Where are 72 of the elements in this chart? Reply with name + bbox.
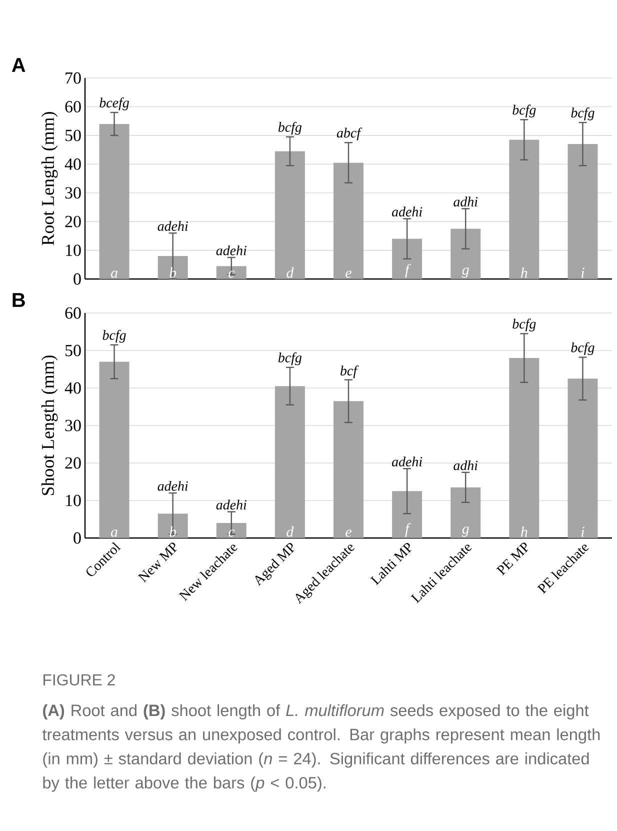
y-tick-label: 20 (65, 216, 81, 228)
annotation: h (520, 267, 528, 278)
bar (274, 151, 305, 280)
annotation: i (581, 268, 584, 278)
annotation: adehi (216, 245, 246, 256)
annotation: bcfg (278, 352, 302, 366)
annotation: adehi (216, 500, 246, 510)
annotation: adhi (454, 196, 478, 206)
bar (216, 266, 246, 280)
x-tick-label: PE MP (496, 542, 528, 576)
y-tick-label: 30 (65, 187, 81, 199)
y-tick-label: 70 (66, 72, 81, 84)
bar (333, 162, 364, 280)
y-tick-label: 40 (64, 382, 81, 394)
bar (568, 378, 598, 538)
y-axis-title: Root Length (mm) (41, 112, 58, 246)
annotation: abcf (336, 128, 362, 140)
y-tick-label: 30 (65, 420, 81, 432)
annotation: bcfg (571, 342, 594, 356)
y-tick-label: 50 (66, 130, 81, 142)
bar (568, 144, 598, 280)
y-tick-label: 20 (65, 457, 81, 469)
annotation: c (228, 530, 235, 537)
annotation: adhi (454, 460, 478, 470)
bar (99, 362, 130, 538)
y-tick-label: 10 (66, 494, 81, 506)
y-tick-label: 10 (66, 244, 81, 256)
annotation: i (581, 526, 584, 537)
y-tick-label: 60 (65, 307, 81, 319)
annotation: a (110, 270, 118, 278)
annotation: d (286, 267, 294, 278)
annotation: a (110, 530, 118, 537)
bar (450, 487, 481, 538)
annotation: bcfg (512, 318, 536, 332)
annotation: h (520, 526, 528, 537)
text: (A) Root and (B) shoot length of L. multiflorum seeds exposed to the eight treatments versus an unexposed control. Bar graphs represent mean length (in mm) ± standard deviation (n = 24). Significant differences are indicated by the letter above the bars (p < 0.05). (42, 704, 600, 792)
bar (392, 491, 422, 538)
y-tick-label: 40 (64, 158, 81, 170)
bar (333, 401, 364, 538)
bar (450, 228, 481, 280)
annotation: bcf (340, 366, 359, 378)
annotation: d (286, 526, 294, 537)
bar (509, 358, 540, 538)
annotation: e (346, 530, 352, 537)
chart-title: B (12, 293, 25, 307)
annotation: adehi (158, 221, 188, 231)
caption: FIGURE 2 (44, 674, 115, 686)
annotation: g (462, 268, 469, 278)
x-tick-label: New MP (138, 542, 177, 583)
annotation: e (346, 270, 352, 278)
y-axis-title: Shoot Length (mm) (41, 356, 58, 496)
annotation: adehi (392, 456, 422, 466)
annotation: f (405, 523, 411, 537)
chart-title: A (12, 58, 26, 72)
annotation: bcefg (100, 97, 129, 110)
bar (274, 386, 305, 538)
annotation: bcfg (278, 122, 302, 135)
annotation: g (462, 526, 469, 537)
annotation: bcfg (571, 108, 594, 120)
y-tick-label: 0 (74, 532, 81, 544)
annotation: bcfg (102, 330, 126, 343)
bar (216, 523, 246, 538)
y-tick-label: 60 (65, 101, 81, 112)
y-tick-label: 50 (66, 344, 81, 356)
annotation: f (405, 264, 411, 278)
bar (99, 124, 130, 280)
y-tick-label: 0 (74, 273, 81, 285)
bar (509, 140, 540, 280)
annotation: bcfg (512, 104, 536, 118)
annotation: adehi (392, 206, 422, 217)
bar (392, 238, 422, 280)
annotation: adehi (158, 480, 188, 491)
